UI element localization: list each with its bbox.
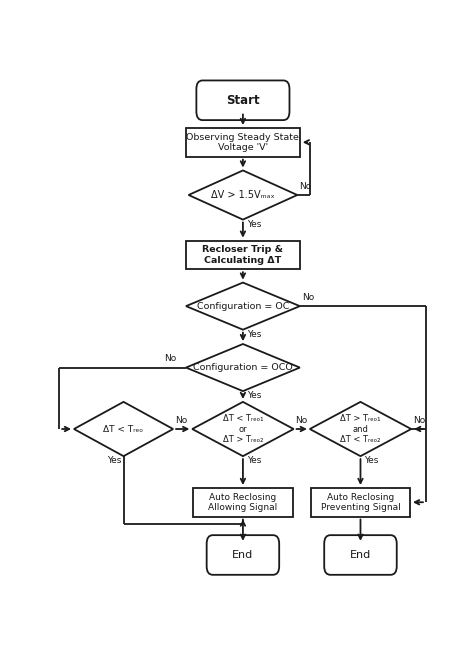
Text: No: No — [295, 416, 308, 425]
Text: Yes: Yes — [246, 220, 261, 229]
Text: Auto Reclosing
Preventing Signal: Auto Reclosing Preventing Signal — [320, 493, 401, 512]
Text: Yes: Yes — [246, 330, 261, 339]
Text: ΔV > 1.5Vₘₐₓ: ΔV > 1.5Vₘₐₓ — [211, 190, 275, 200]
Text: No: No — [301, 293, 314, 302]
Text: Configuration = OC: Configuration = OC — [197, 302, 289, 311]
Text: Start: Start — [226, 94, 260, 107]
Polygon shape — [310, 402, 411, 456]
Polygon shape — [186, 344, 300, 391]
FancyBboxPatch shape — [196, 80, 290, 120]
Text: Configuration = OCO: Configuration = OCO — [193, 363, 293, 372]
Text: Observing Steady State
Voltage 'V': Observing Steady State Voltage 'V' — [186, 132, 300, 152]
Text: No: No — [175, 416, 187, 425]
Text: ΔT < Tᵣₑₒ₁
or
ΔT > Tᵣₑₒ₂: ΔT < Tᵣₑₒ₁ or ΔT > Tᵣₑₒ₂ — [223, 414, 263, 444]
Bar — [186, 128, 300, 156]
Text: ΔT > Tᵣₑₒ₁
and
ΔT < Tᵣₑₒ₂: ΔT > Tᵣₑₒ₁ and ΔT < Tᵣₑₒ₂ — [340, 414, 381, 444]
Polygon shape — [192, 402, 293, 456]
FancyBboxPatch shape — [207, 535, 279, 575]
Bar — [311, 488, 410, 517]
Text: End: End — [232, 550, 254, 560]
Text: Yes: Yes — [364, 456, 379, 466]
Polygon shape — [186, 283, 300, 330]
Text: Yes: Yes — [107, 456, 121, 466]
Bar — [193, 488, 292, 517]
Bar — [186, 241, 300, 269]
Text: End: End — [350, 550, 371, 560]
Text: Yes: Yes — [246, 456, 261, 466]
Text: Yes: Yes — [246, 391, 261, 400]
Polygon shape — [74, 402, 173, 456]
Text: No: No — [164, 354, 176, 364]
Text: No: No — [299, 182, 311, 191]
FancyBboxPatch shape — [324, 535, 397, 575]
Text: Auto Reclosing
Allowing Signal: Auto Reclosing Allowing Signal — [208, 493, 278, 512]
Text: No: No — [413, 416, 425, 425]
Polygon shape — [189, 170, 297, 219]
Text: Recloser Trip &
Calculating ΔT: Recloser Trip & Calculating ΔT — [202, 245, 283, 265]
Text: ΔT < Tᵣₑₒ: ΔT < Tᵣₑₒ — [103, 424, 144, 434]
